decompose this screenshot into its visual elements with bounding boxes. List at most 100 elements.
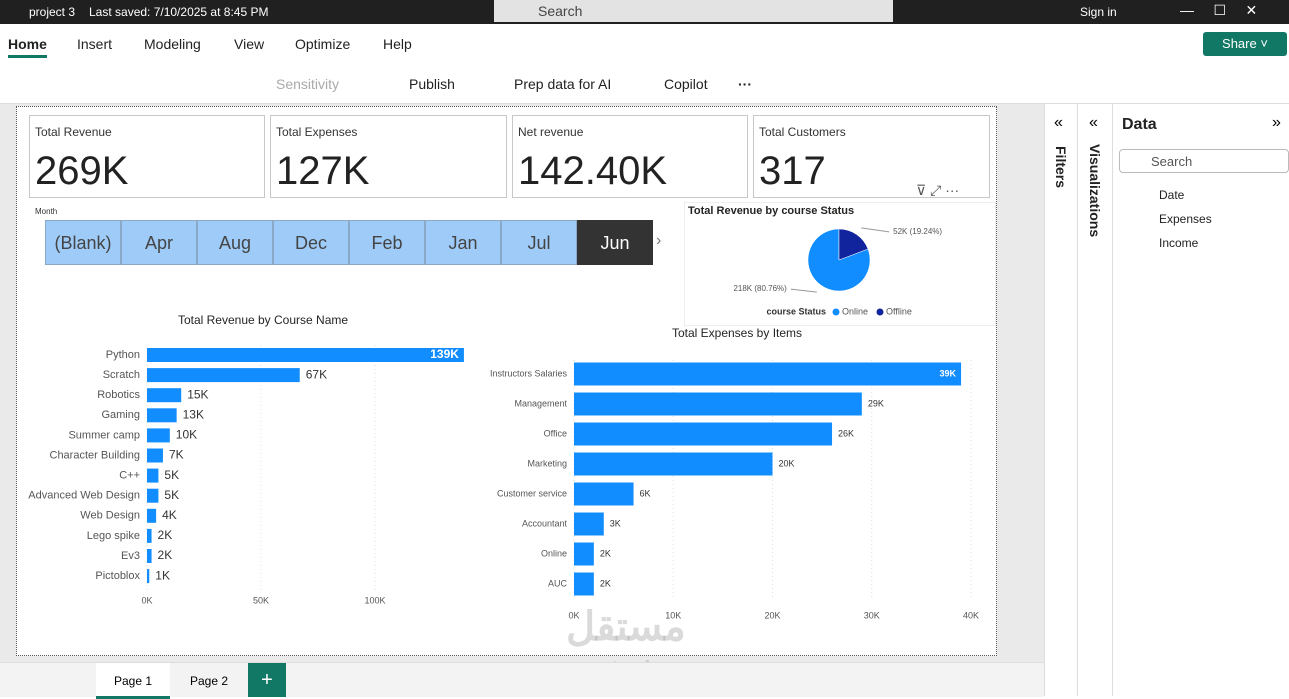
- bar: [147, 569, 150, 584]
- leader-line: [861, 227, 890, 233]
- page-tabs-bar: Page 1 Page 2 +: [0, 662, 1044, 699]
- bar: [147, 428, 170, 443]
- data-label: 13K: [183, 407, 204, 421]
- y-tick-label: Marketing: [527, 458, 567, 468]
- prep-data-button[interactable]: Prep data for AI: [514, 76, 612, 92]
- legend-marker: [876, 308, 884, 316]
- data-label: 4K: [162, 508, 177, 522]
- kpi-card[interactable]: Total Customers 317: [753, 115, 990, 198]
- add-page[interactable]: +: [248, 663, 286, 697]
- bar: [574, 482, 634, 506]
- y-tick-label: Office: [544, 428, 567, 438]
- title-bar: project 3 Last saved: 7/10/2025 at 8:45 …: [0, 0, 1289, 24]
- publish-button[interactable]: Publish: [409, 76, 455, 92]
- bar: [574, 452, 773, 476]
- copilot-button[interactable]: Copilot: [664, 76, 708, 92]
- sensitivity-button[interactable]: Sensitivity: [276, 76, 340, 92]
- x-tick-label: 30K: [864, 610, 880, 620]
- y-tick-label: Instructors Salaries: [490, 368, 568, 378]
- slicer-item[interactable]: Dec: [273, 220, 349, 265]
- x-tick-label: 100K: [364, 595, 385, 605]
- kpi-card[interactable]: Total Revenue 269K: [29, 115, 265, 198]
- tab[interactable]: Modeling: [144, 36, 201, 52]
- bar: [147, 368, 300, 383]
- bar: [147, 348, 464, 362]
- y-tick-label: Ev3: [121, 550, 140, 562]
- ribbon-divider: [0, 103, 1289, 104]
- data-label: 7K: [169, 448, 184, 462]
- card-label: Net revenue: [518, 125, 584, 139]
- last-saved[interactable]: Last saved: 7/10/2025 at 8:45 PM: [89, 5, 269, 19]
- x-tick-label: 10K: [665, 610, 681, 620]
- slicer-item[interactable]: Feb: [349, 220, 425, 265]
- x-tick-label: 0K: [568, 610, 579, 620]
- data-label: 39K: [940, 368, 957, 378]
- chart-title: Total Expenses by Items: [672, 326, 802, 340]
- bar: [574, 362, 962, 386]
- bar: [147, 528, 152, 543]
- slicer-item[interactable]: Apr: [121, 220, 197, 265]
- bar: [147, 549, 152, 563]
- data-label: 139K: [430, 347, 459, 361]
- bar: [574, 422, 833, 446]
- tab[interactable]: Home: [8, 36, 47, 58]
- search-text: Search: [538, 3, 583, 19]
- expand-icon[interactable]: »: [1272, 114, 1281, 131]
- slicer-next[interactable]: ›: [656, 232, 662, 249]
- data-label: 29K: [868, 398, 884, 408]
- data-label: 2K: [158, 528, 173, 542]
- bar: [147, 408, 177, 423]
- y-tick-label: Robotics: [97, 389, 140, 401]
- visualizations-pane[interactable]: « Visualizations: [1077, 104, 1113, 696]
- y-tick-label: Management: [514, 398, 567, 408]
- kpi-card[interactable]: Total Expenses 127K: [270, 115, 507, 198]
- table-item[interactable]: Income: [1159, 236, 1199, 250]
- share-label: Share: [1222, 36, 1257, 51]
- collapse-icon[interactable]: «: [1054, 114, 1063, 131]
- charts-layer: Total Revenue by course Status 218K (80.7…: [28, 205, 979, 620]
- filters-pane[interactable]: « Filters: [1044, 104, 1078, 696]
- data-label: 15K: [187, 387, 208, 401]
- slicer-item[interactable]: Jun: [577, 220, 653, 265]
- collapse-icon[interactable]: «: [1089, 114, 1098, 131]
- visual-header-icons[interactable]: ⊽ ⤢ ···: [916, 182, 960, 198]
- page-tab[interactable]: Page 2: [172, 663, 246, 696]
- data-label: 2K: [158, 548, 173, 562]
- card-value: 317: [759, 149, 826, 193]
- share-button[interactable]: Share ˅: [1203, 32, 1287, 56]
- tab[interactable]: Insert: [77, 36, 113, 52]
- data-search[interactable]: Search: [1119, 149, 1289, 173]
- page-tab[interactable]: Page 1: [96, 663, 170, 699]
- tab[interactable]: View: [234, 36, 265, 52]
- search-box[interactable]: Search: [494, 0, 893, 22]
- y-tick-label: Gaming: [101, 409, 140, 421]
- table-item[interactable]: Date: [1159, 188, 1185, 202]
- window-controls[interactable]: — ☐ ✕: [1180, 2, 1258, 18]
- sign-in[interactable]: Sign in: [1080, 5, 1117, 19]
- slicer-item[interactable]: Jan: [425, 220, 501, 265]
- slicer-item[interactable]: (Blank): [45, 220, 121, 265]
- card-value: 127K: [276, 149, 370, 193]
- y-tick-label: AUC: [548, 578, 568, 588]
- card-label: Total Revenue: [35, 125, 112, 139]
- table-item[interactable]: Expenses: [1159, 212, 1212, 226]
- more-button[interactable]: ···: [738, 76, 752, 92]
- x-tick-label: 40K: [963, 610, 979, 620]
- y-tick-label: C++: [119, 470, 140, 482]
- y-tick-label: Summer camp: [68, 429, 140, 441]
- data-label: 5K: [164, 468, 179, 482]
- y-tick-label: Python: [106, 349, 140, 361]
- tab[interactable]: Help: [383, 36, 412, 52]
- slicer-item[interactable]: Aug: [197, 220, 273, 265]
- data-label: 2K: [600, 578, 611, 588]
- x-tick-label: 20K: [764, 610, 780, 620]
- data-label: 6K: [640, 488, 651, 498]
- file-name: project 3: [29, 5, 76, 19]
- data-label: 5K: [164, 488, 179, 502]
- bar: [574, 572, 594, 596]
- tab[interactable]: Optimize: [295, 36, 351, 52]
- kpi-card[interactable]: Net revenue 142.40K: [512, 115, 748, 198]
- y-tick-label: Scratch: [103, 369, 140, 381]
- slicer-item[interactable]: Jul: [501, 220, 577, 265]
